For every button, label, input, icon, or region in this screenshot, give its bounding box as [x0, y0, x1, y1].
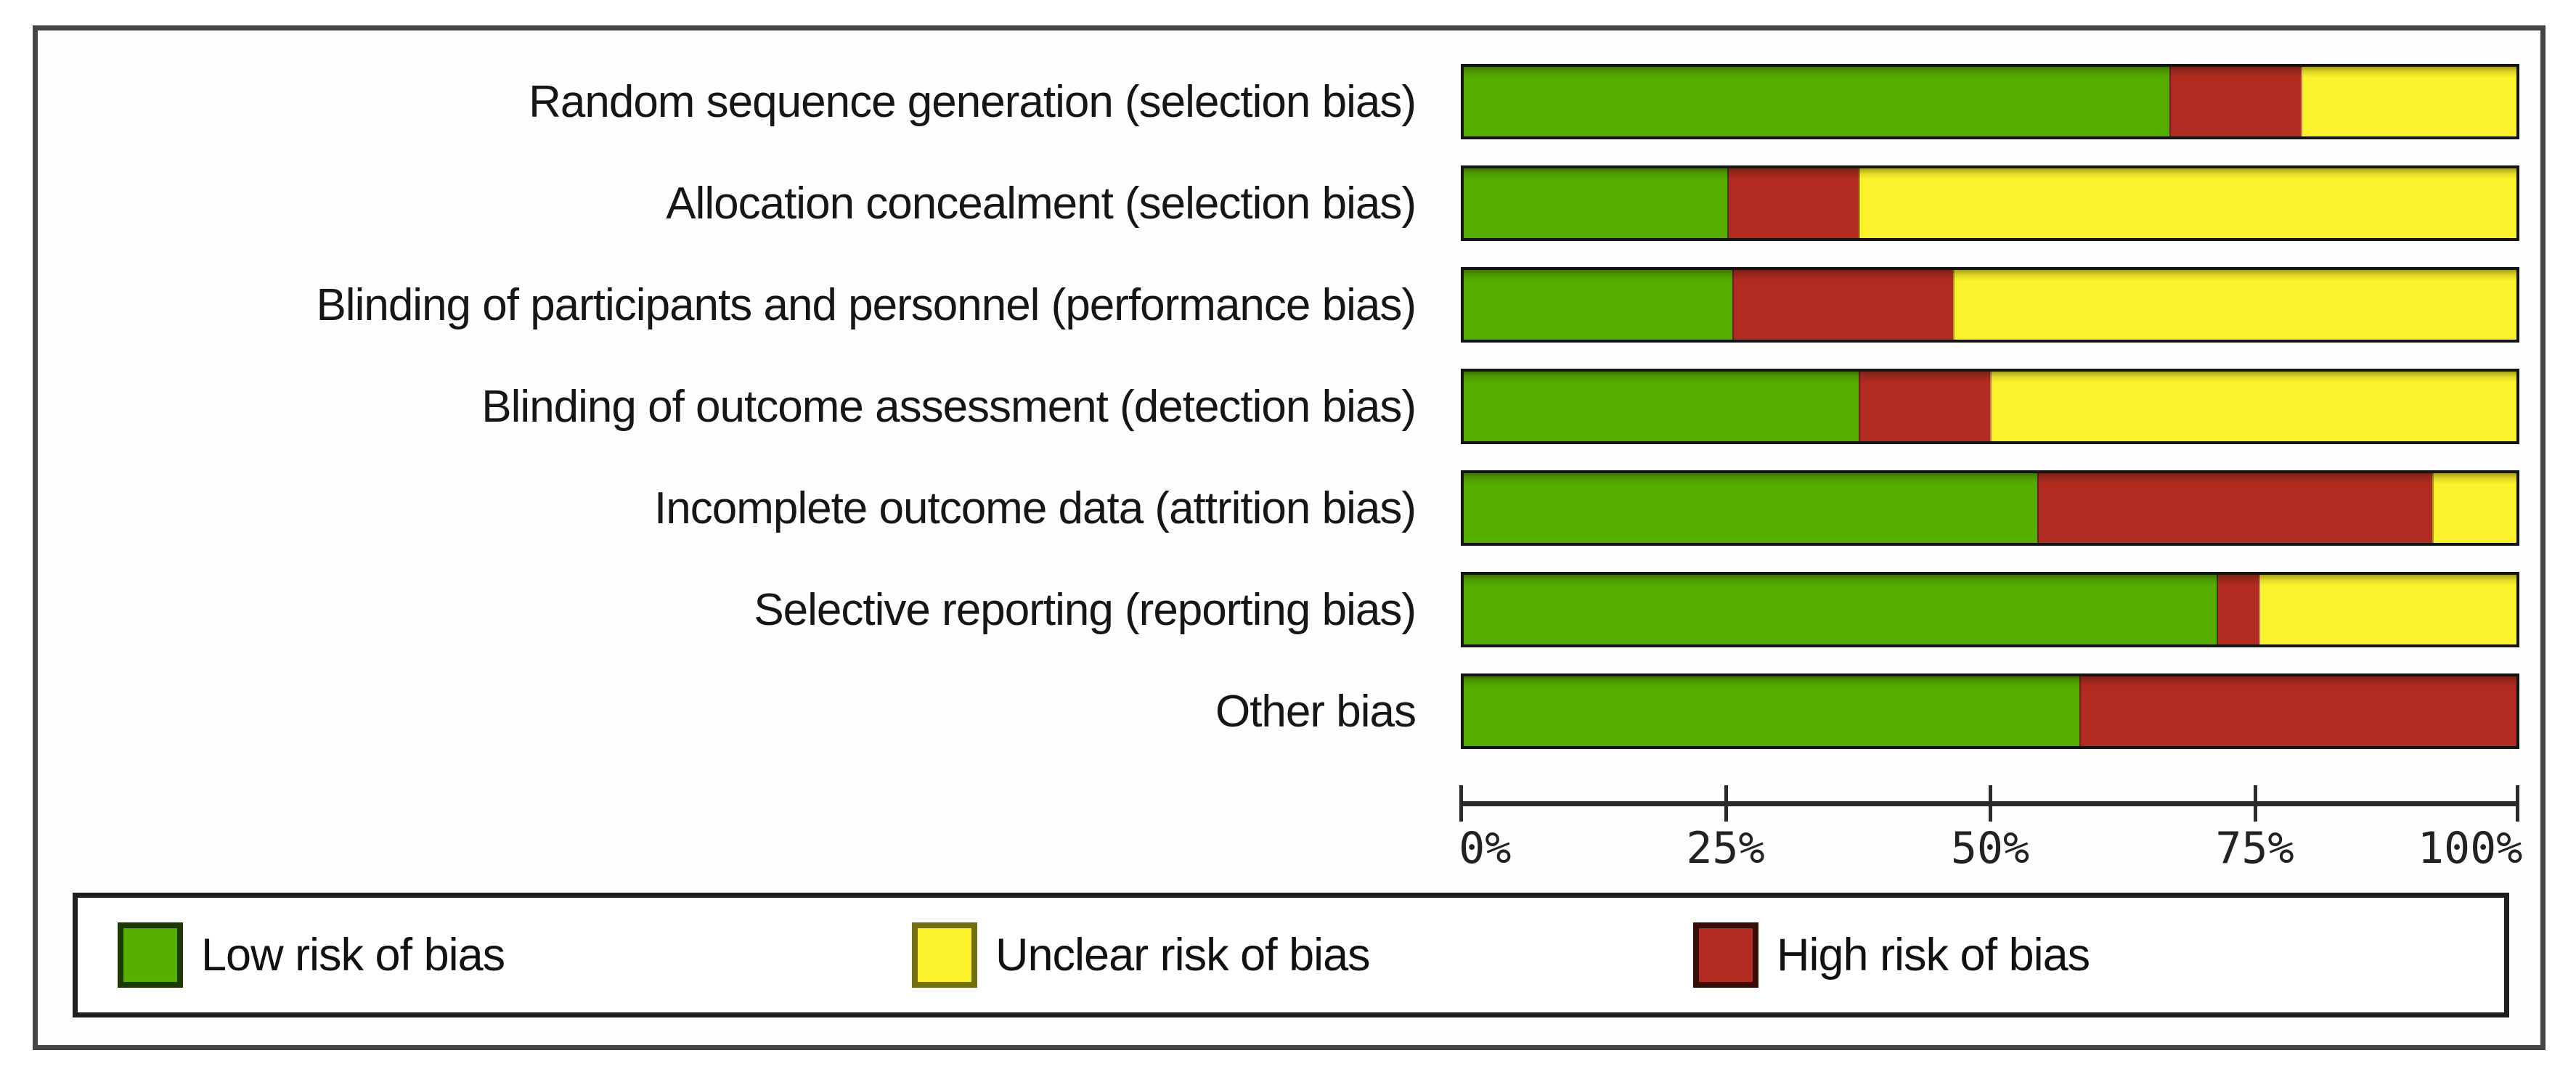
segment-high-risk — [2169, 67, 2301, 136]
segment-high-risk — [2216, 575, 2259, 644]
bias-domain-row: Random sequence generation (selection bi… — [0, 64, 2576, 139]
legend-item-label: High risk of bias — [1777, 930, 2090, 980]
segment-unclear-risk — [1990, 372, 2516, 441]
axis-tick — [1459, 785, 1463, 822]
bias-domain-row: Incomplete outcome data (attrition bias) — [0, 470, 2576, 546]
axis-tick-label: 100% — [2417, 823, 2523, 874]
axis-tick — [1989, 785, 1992, 822]
legend-swatch-low-risk — [118, 922, 183, 988]
axis-tick — [2516, 785, 2519, 822]
x-axis: 0% 25% 50% 75% 100% — [1459, 785, 2522, 880]
legend-box: Low risk of bias Unclear risk of bias High… — [73, 893, 2509, 1017]
bias-domain-row: Selective reporting (reporting bias) — [0, 572, 2576, 647]
segment-unclear-risk — [2432, 473, 2516, 543]
bias-domain-row: Blinding of participants and personnel (… — [0, 267, 2576, 343]
bias-domain-label: Incomplete outcome data (attrition bias) — [654, 483, 1417, 533]
bias-domain-label: Other bias — [1215, 686, 1417, 737]
segment-high-risk — [1732, 270, 1954, 340]
stacked-bar — [1461, 673, 2519, 749]
axis-tick-label: 25% — [1686, 823, 1765, 874]
stacked-bar — [1461, 369, 2519, 444]
legend-item-label: Unclear risk of bias — [995, 930, 1371, 980]
bias-domain-label: Allocation concealment (selection bias) — [666, 178, 1417, 229]
bias-domain-label: Blinding of participants and personnel (… — [316, 279, 1417, 330]
segment-low-risk — [1464, 270, 1732, 340]
segment-low-risk — [1464, 473, 2038, 543]
segment-high-risk — [2079, 676, 2516, 746]
segment-unclear-risk — [1953, 270, 2516, 340]
legend-swatch-high-risk — [1693, 922, 1758, 988]
segment-high-risk — [2037, 473, 2432, 543]
axis-tick-label: 75% — [2215, 823, 2294, 874]
bias-domain-label: Selective reporting (reporting bias) — [754, 584, 1417, 635]
axis-tick-label: 0% — [1459, 823, 1512, 874]
segment-high-risk — [1727, 168, 1859, 238]
legend-swatch-unclear-risk — [912, 922, 977, 988]
segment-low-risk — [1464, 372, 1859, 441]
bias-domain-label: Random sequence generation (selection bi… — [529, 76, 1417, 127]
segment-low-risk — [1464, 168, 1727, 238]
segment-low-risk — [1464, 67, 2169, 136]
axis-tick-label: 50% — [1950, 823, 2030, 874]
stacked-bar — [1461, 267, 2519, 343]
segment-unclear-risk — [2258, 575, 2516, 644]
bias-domain-row: Allocation concealment (selection bias) — [0, 165, 2576, 241]
legend-item-label: Low risk of bias — [201, 930, 505, 980]
stacked-bar — [1461, 64, 2519, 139]
stacked-bar — [1461, 572, 2519, 647]
segment-high-risk — [1858, 372, 1990, 441]
bias-domain-row: Blinding of outcome assessment (detectio… — [0, 369, 2576, 444]
axis-tick — [1724, 785, 1728, 822]
segment-low-risk — [1464, 575, 2217, 644]
segment-low-risk — [1464, 676, 2080, 746]
bias-domain-row: Other bias — [0, 673, 2576, 749]
bias-domain-label: Blinding of outcome assessment (detectio… — [481, 381, 1417, 432]
stacked-bar — [1461, 470, 2519, 546]
segment-unclear-risk — [2300, 67, 2516, 136]
segment-unclear-risk — [1858, 168, 2516, 238]
stacked-bar — [1461, 165, 2519, 241]
axis-tick — [2253, 785, 2257, 822]
